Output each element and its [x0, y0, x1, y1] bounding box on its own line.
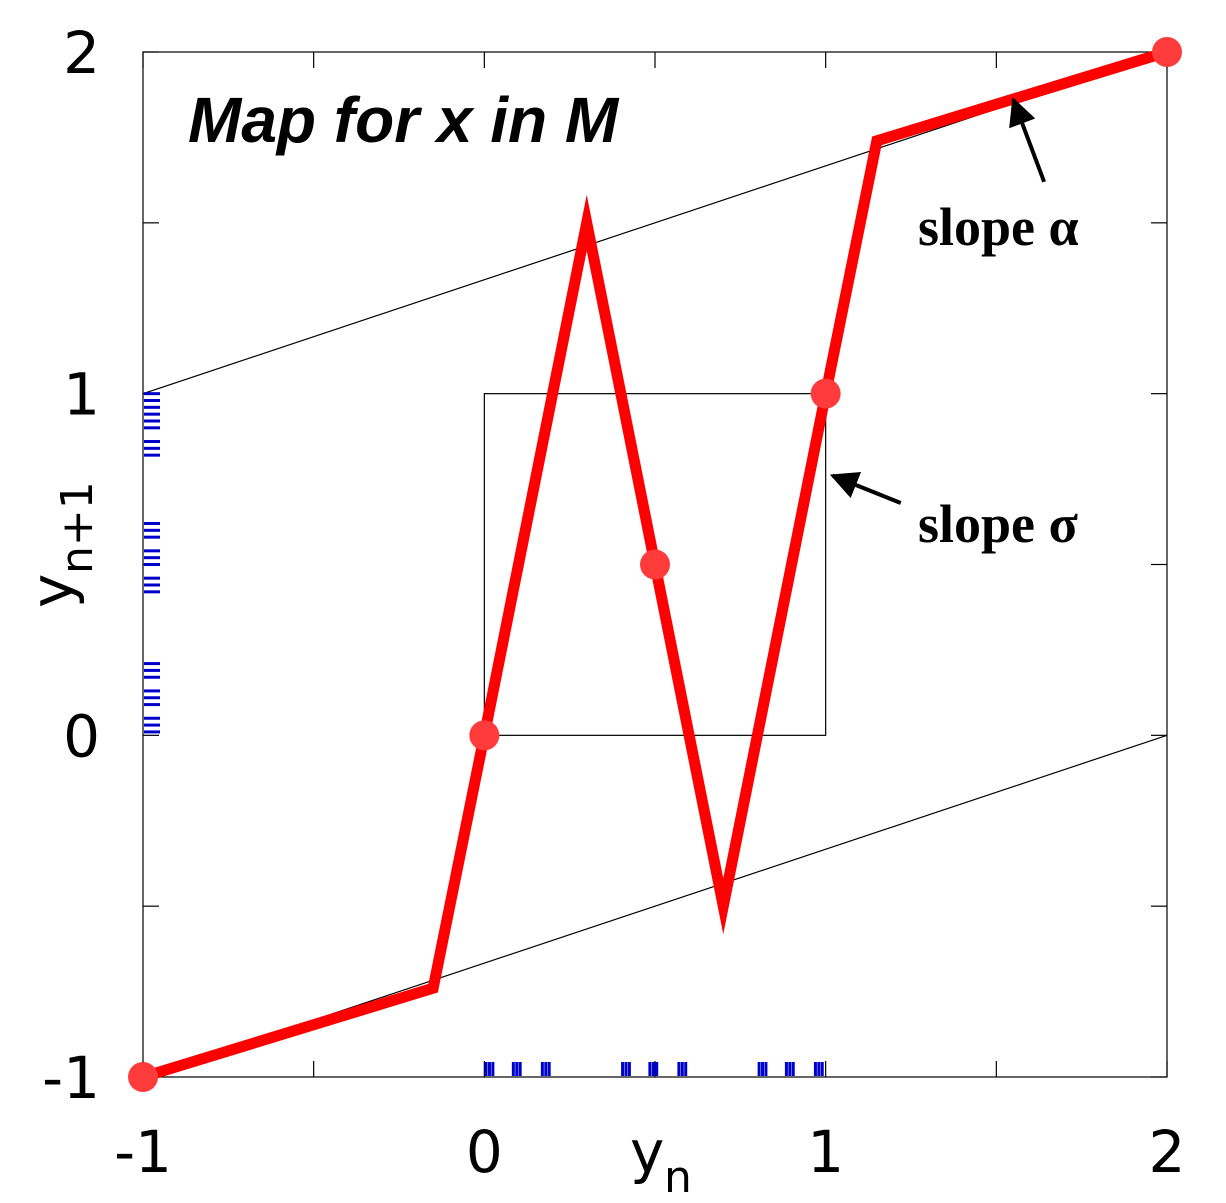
fixed-point-marker: [128, 1062, 158, 1092]
x-tick-label: -1: [114, 1118, 172, 1186]
rug-marks: [144, 392, 824, 1076]
x-tick-label: 0: [466, 1118, 503, 1186]
fixed-point-markers: [128, 37, 1182, 1092]
y-axis-label: y n+1: [18, 481, 103, 608]
y-axis-label-main: y: [18, 574, 86, 608]
x-axis-label-sub: n: [664, 1152, 692, 1203]
tick-labels: -1 0 1 2 -1 0 1 2: [42, 19, 1185, 1186]
annotation-arrow: [829, 472, 902, 505]
fixed-point-marker: [640, 549, 670, 580]
annotation-label: slope σ: [918, 494, 1079, 554]
unit-square-rect: [483, 393, 827, 736]
annotation-slope-alpha: slope α: [918, 97, 1079, 257]
fixed-point-marker: [1152, 37, 1182, 67]
unit-square: [483, 393, 827, 736]
annotation-label: slope α: [918, 197, 1079, 257]
annotation-arrow: [1009, 97, 1046, 183]
x-axis-label-main: y: [630, 1118, 664, 1186]
y-tick-label: 1: [63, 361, 100, 429]
y-tick-label: -1: [42, 1044, 100, 1112]
annotation-slope-sigma: slope σ: [829, 472, 1079, 554]
chart-title: Map for x in M: [188, 84, 620, 156]
fixed-point-marker: [469, 720, 500, 751]
y-axis-label-sub: n+1: [52, 481, 103, 574]
x-axis-label: y n: [630, 1118, 692, 1203]
y-tick-label: 2: [63, 19, 100, 87]
fixed-point-marker: [810, 378, 841, 409]
x-tick-label: 2: [1149, 1118, 1186, 1186]
y-tick-label: 0: [63, 702, 100, 770]
x-tick-label: 1: [807, 1118, 844, 1186]
